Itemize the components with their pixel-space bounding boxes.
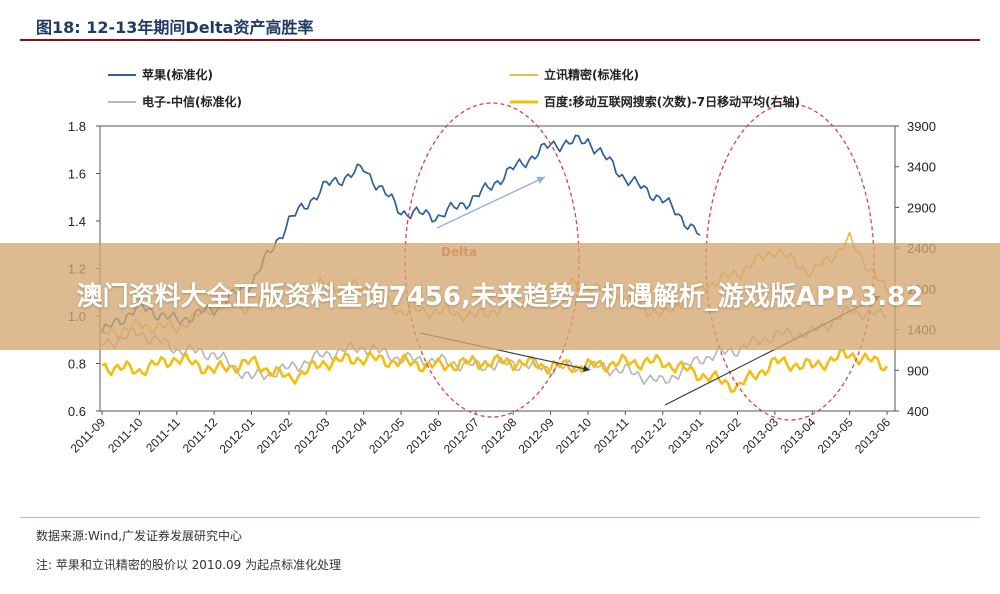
x-tick-label: 2011-11: [143, 415, 183, 455]
x-tick-label: 2013-04: [777, 415, 818, 456]
x-tick-label: 2013-02: [703, 415, 744, 456]
right-tick-label: 400: [907, 404, 929, 419]
left-tick-label: 1.8: [68, 119, 86, 134]
series-line-3: [101, 349, 889, 394]
source-note: 数据来源:Wind,广发证券发展研究中心: [36, 529, 243, 543]
right-tick-label: 900: [907, 363, 929, 378]
legend-label-3: 百度:移动互联网搜索(次数)-7日移动平均(右轴): [544, 94, 800, 109]
right-tick-label: 3900: [907, 119, 936, 134]
right-tick-label: 3400: [907, 160, 936, 175]
x-tick-label: 2012-03: [291, 415, 332, 456]
x-tick-label: 2012-08: [478, 415, 519, 456]
x-tick-label: 2013-06: [852, 415, 893, 456]
x-tick-label: 2012-10: [553, 415, 594, 456]
x-axis: 2011-092011-102011-112011-122012-012012-…: [68, 411, 893, 456]
left-tick-label: 0.6: [68, 404, 86, 419]
left-tick-label: 1.4: [68, 214, 86, 229]
x-tick-label: 2013-03: [740, 415, 781, 456]
footnote: 注: 苹果和立讯精密的股价以 2010.09 为起点标准化处理: [36, 558, 342, 572]
left-tick-label: 0.8: [68, 357, 86, 372]
right-tick-label: 2900: [907, 200, 936, 215]
title-rule: [20, 39, 980, 41]
x-tick-label: 2012-01: [217, 415, 258, 456]
overlay-banner: 澳门资料大全正版资料查询7456,未来趋势与机遇解析_游戏版APP.3.82: [0, 243, 1000, 350]
trend-arrow-up: [436, 176, 546, 229]
x-tick-label: 2011-10: [105, 415, 146, 456]
x-tick-label: 2012-12: [628, 415, 669, 456]
x-tick-label: 2012-05: [366, 415, 407, 456]
x-tick-label: 2012-02: [254, 415, 295, 456]
bottom-rule: [20, 517, 980, 518]
x-tick-label: 2012-07: [441, 415, 482, 456]
legend-label-1: 立讯精密(标准化): [544, 67, 639, 82]
x-tick-label: 2011-12: [180, 415, 221, 456]
legend-label-2: 电子-中信(标准化): [142, 94, 242, 109]
figure-title: 图18: 12-13年期间Delta资产高胜率: [36, 18, 314, 37]
x-tick-label: 2011-09: [68, 415, 109, 456]
legend-label-0: 苹果(标准化): [142, 67, 213, 82]
x-tick-label: 2013-05: [815, 415, 856, 456]
x-tick-label: 2012-06: [404, 415, 445, 456]
x-tick-label: 2012-09: [516, 415, 557, 456]
x-tick-label: 2012-11: [591, 415, 632, 456]
x-tick-label: 2013-01: [665, 415, 706, 456]
overlay-text: 澳门资料大全正版资料查询7456,未来趋势与机遇解析_游戏版APP.3.82: [76, 281, 924, 312]
x-tick-label: 2012-04: [329, 415, 370, 456]
legend: 苹果(标准化) 立讯精密(标准化) 电子-中信(标准化) 百度:移动互联网搜索(次数)…: [108, 67, 800, 109]
left-tick-label: 1.6: [68, 167, 86, 182]
